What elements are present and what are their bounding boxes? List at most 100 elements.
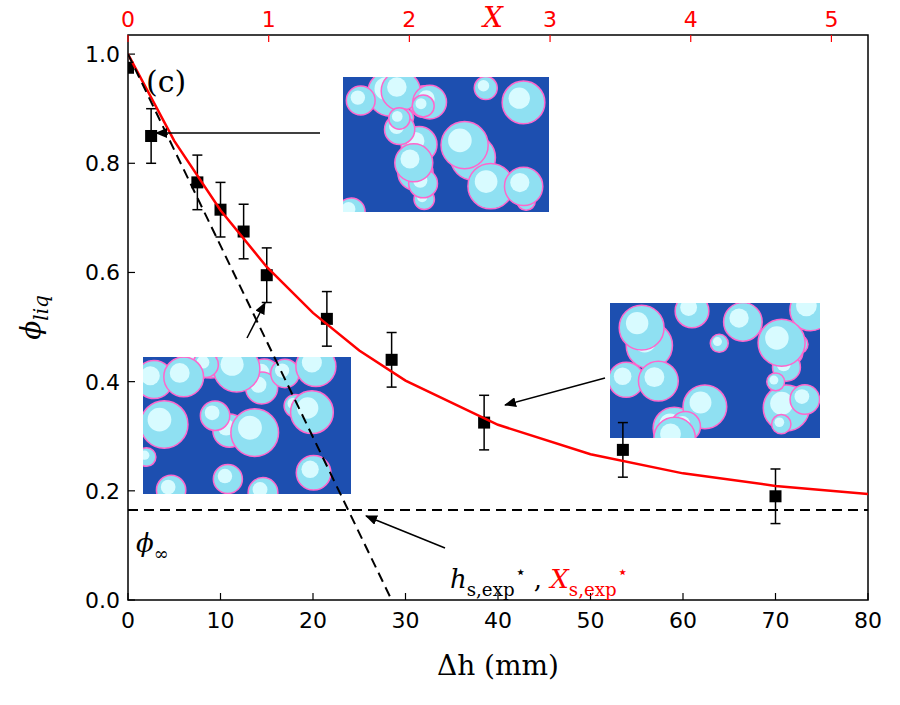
y-tick-label: 0.4: [85, 370, 120, 395]
bubble: [395, 144, 433, 182]
inset-image: [609, 289, 832, 458]
bubble-highlight: [297, 397, 318, 418]
bubble-highlight: [475, 170, 498, 193]
error-cap: [239, 203, 249, 205]
y-tick-label: 1.0: [85, 42, 120, 67]
y-tick: [128, 490, 135, 491]
plot-area: [128, 54, 868, 600]
bubble: [724, 303, 763, 341]
y-axis-label-group: ϕliq: [14, 295, 53, 340]
y-tick: [128, 381, 135, 382]
error-cap: [479, 395, 489, 397]
bubble-highlight: [143, 366, 160, 385]
bubble-highlight: [796, 303, 817, 316]
inset-bubbles: [610, 303, 820, 438]
bubble: [296, 455, 331, 490]
chart: 010203040506070800.00.20.40.60.81.001234…: [0, 0, 900, 705]
reset: ​: [627, 564, 628, 594]
error-cap: [146, 108, 156, 110]
superscript: ⋆: [515, 561, 526, 582]
bubble: [474, 77, 497, 100]
bubble-highlight: [509, 88, 530, 109]
bubble-highlight: [143, 451, 149, 460]
bubble: [164, 357, 204, 397]
reset: ​: [168, 528, 169, 558]
inset-bg: [610, 303, 820, 438]
error-cap: [322, 345, 332, 347]
x-axis-label: Δh (mm): [437, 649, 559, 682]
subscript: s,exp: [569, 579, 617, 600]
bubble: [296, 357, 336, 387]
bubble-highlight: [343, 202, 355, 212]
arrow: [505, 378, 605, 405]
text-part: ϕ: [14, 321, 47, 340]
y-tick-label: 0.6: [85, 260, 120, 285]
bubble: [200, 401, 229, 430]
bubble: [143, 448, 156, 467]
bubble-highlight: [302, 357, 322, 373]
data-point: [386, 354, 398, 366]
bubble: [231, 409, 279, 457]
bubble-highlight: [794, 389, 809, 404]
bubble: [343, 198, 365, 212]
bubble-highlight: [301, 461, 318, 478]
x-tick-label: 10: [207, 608, 235, 633]
x2-tick-label: 1: [262, 7, 276, 32]
bubble: [412, 95, 434, 117]
bubble: [767, 373, 785, 391]
error-cap: [387, 386, 397, 388]
dashed-line: [128, 54, 392, 600]
bubble-highlight: [660, 423, 681, 438]
error-bar: [479, 395, 489, 450]
bubble-highlight: [690, 392, 712, 414]
error-cap: [618, 422, 628, 424]
error-bar: [262, 248, 272, 303]
error-cap: [479, 449, 489, 451]
error-bar: [322, 292, 332, 347]
y-tick-label: 0.0: [85, 588, 120, 613]
error-cap: [262, 247, 272, 249]
bubble: [248, 478, 278, 494]
superscript: ⋆: [617, 561, 628, 582]
bubble-highlight: [510, 173, 529, 192]
error-cap: [387, 332, 397, 334]
bubble-highlight: [392, 111, 403, 122]
y-tick: [128, 272, 135, 273]
bubble: [291, 391, 334, 434]
x-tick: [312, 593, 313, 600]
bubble: [213, 464, 242, 493]
x-tick: [127, 593, 128, 600]
x2-tick: [268, 35, 269, 42]
error-cap: [322, 291, 332, 293]
bubble: [619, 305, 664, 350]
x-tick-label: 20: [299, 608, 327, 633]
hs-label: hs,exp⋆​ , Xs,exp⋆​: [450, 561, 628, 600]
x-tick: [682, 593, 683, 600]
bubble-highlight: [351, 90, 365, 104]
bubble-highlight: [161, 480, 176, 494]
bubble-highlight: [387, 77, 407, 97]
bubble-highlight: [448, 129, 472, 153]
bubble: [389, 108, 410, 129]
error-bar: [146, 109, 156, 164]
text-part: ϕ: [136, 528, 154, 558]
phi-inf-label: ϕ∞​: [136, 528, 169, 564]
x2-tick-label: 4: [684, 7, 698, 32]
y-tick: [128, 163, 135, 164]
data-point: [145, 130, 157, 142]
x2-tick-label: 0: [121, 7, 135, 32]
inset-image: [135, 339, 351, 507]
bubble: [504, 167, 542, 205]
bubble-highlight: [775, 417, 785, 427]
bubble-highlight: [170, 363, 190, 383]
bubble: [502, 81, 545, 124]
y-axis-label: ϕliq: [14, 295, 53, 340]
bubble: [156, 475, 185, 494]
bubble-highlight: [205, 405, 220, 420]
x2-tick-label: 5: [824, 7, 838, 32]
bubble-highlight: [221, 357, 244, 376]
bubble: [441, 122, 488, 169]
error-cap: [771, 523, 781, 525]
x2-tick: [409, 35, 410, 42]
bubble-highlight: [626, 312, 648, 334]
